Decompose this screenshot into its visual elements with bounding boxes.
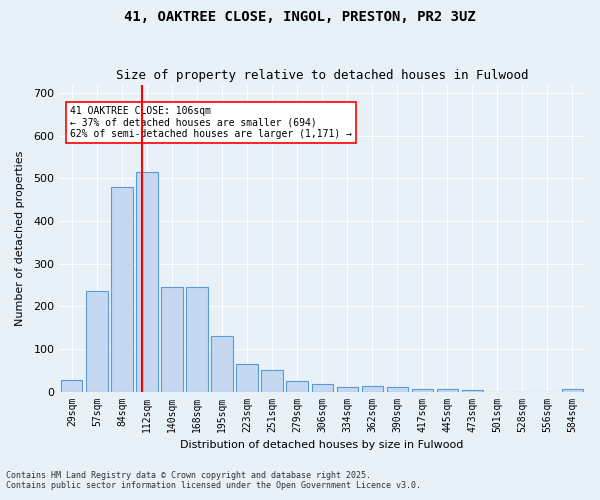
- Bar: [86, 292, 107, 392]
- Bar: [262, 370, 283, 392]
- Bar: [111, 187, 133, 392]
- Bar: [462, 390, 483, 392]
- Text: 41, OAKTREE CLOSE, INGOL, PRESTON, PR2 3UZ: 41, OAKTREE CLOSE, INGOL, PRESTON, PR2 3…: [124, 10, 476, 24]
- Title: Size of property relative to detached houses in Fulwood: Size of property relative to detached ho…: [116, 69, 529, 82]
- Bar: [562, 390, 583, 392]
- Bar: [437, 389, 458, 392]
- Bar: [311, 384, 333, 392]
- Bar: [61, 380, 82, 392]
- Bar: [136, 172, 158, 392]
- Text: Contains HM Land Registry data © Crown copyright and database right 2025.
Contai: Contains HM Land Registry data © Crown c…: [6, 470, 421, 490]
- Bar: [161, 287, 182, 392]
- Bar: [362, 386, 383, 392]
- X-axis label: Distribution of detached houses by size in Fulwood: Distribution of detached houses by size …: [181, 440, 464, 450]
- Bar: [412, 389, 433, 392]
- Bar: [337, 388, 358, 392]
- Bar: [386, 388, 408, 392]
- Y-axis label: Number of detached properties: Number of detached properties: [15, 150, 25, 326]
- Bar: [286, 381, 308, 392]
- Bar: [211, 336, 233, 392]
- Text: 41 OAKTREE CLOSE: 106sqm
← 37% of detached houses are smaller (694)
62% of semi-: 41 OAKTREE CLOSE: 106sqm ← 37% of detach…: [70, 106, 352, 139]
- Bar: [236, 364, 258, 392]
- Bar: [187, 287, 208, 392]
